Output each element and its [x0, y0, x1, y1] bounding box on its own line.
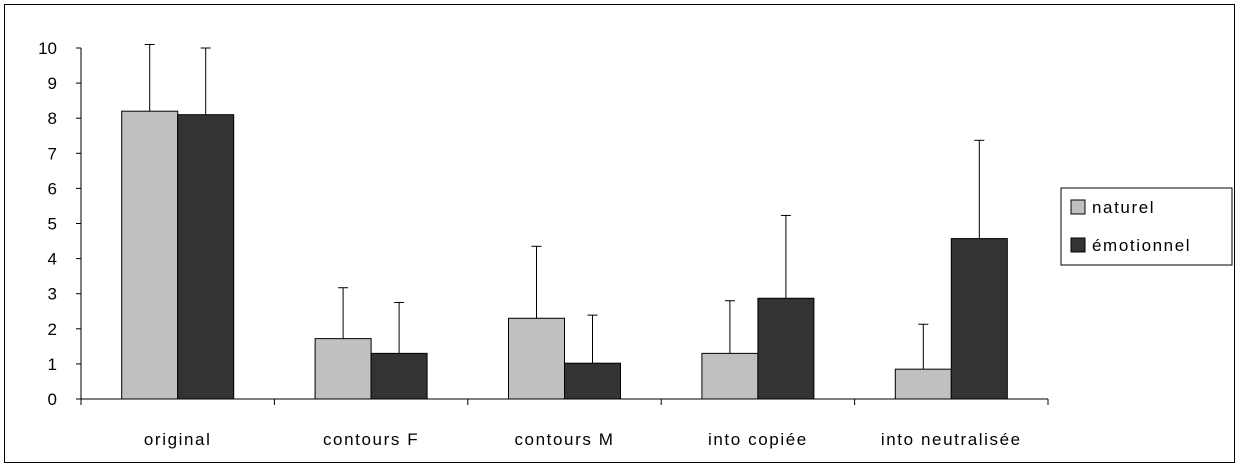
legend: naturel émotionnel [1060, 187, 1233, 266]
x-category-label: original [144, 430, 212, 449]
y-tick-label: 8 [48, 109, 57, 128]
y-tick-label: 10 [38, 39, 57, 58]
bar-émotionnel-into copiée [757, 297, 815, 400]
y-tick-label: 4 [48, 250, 57, 269]
y-tick-label: 7 [48, 144, 57, 163]
x-category-label: contours M [514, 430, 614, 449]
legend-label-naturel: naturel [1092, 198, 1155, 217]
x-category-label: into copiée [708, 430, 808, 449]
bar-naturel-contours M [508, 317, 565, 400]
bar-naturel-into copiée [701, 352, 759, 400]
y-tick-label: 0 [48, 390, 57, 409]
bar-naturel-into neutralisée [894, 368, 952, 400]
x-category-label: into neutralisée [881, 430, 1022, 449]
bar-émotionnel-into neutralisée [950, 238, 1008, 400]
chart-frame [4, 4, 1235, 463]
y-tick-labels: 0 1 2 3 4 5 6 7 8 9 10 [38, 39, 57, 409]
y-tick-label: 3 [48, 285, 57, 304]
bar-émotionnel-contours F [370, 352, 428, 400]
bar-naturel-original [121, 110, 179, 400]
x-category-labels: original contours F contours M into copiée i… [144, 430, 1022, 449]
y-tick-label: 2 [48, 320, 57, 339]
legend-box [1060, 187, 1233, 266]
bars [121, 110, 1008, 400]
y-tick-label: 5 [48, 215, 57, 234]
legend-swatch-emotionnel [1070, 237, 1086, 253]
bar-émotionnel-contours M [564, 362, 621, 400]
bar-émotionnel-original [177, 114, 235, 400]
error-bars [144, 43, 985, 370]
y-tick-label: 9 [48, 74, 57, 93]
y-tick-label: 1 [48, 355, 57, 374]
y-tick-label: 6 [48, 179, 57, 198]
x-category-label: contours F [323, 430, 419, 449]
legend-swatch-naturel [1070, 199, 1086, 215]
legend-label-emotionnel: émotionnel [1092, 236, 1191, 255]
bar-naturel-contours F [314, 338, 372, 400]
